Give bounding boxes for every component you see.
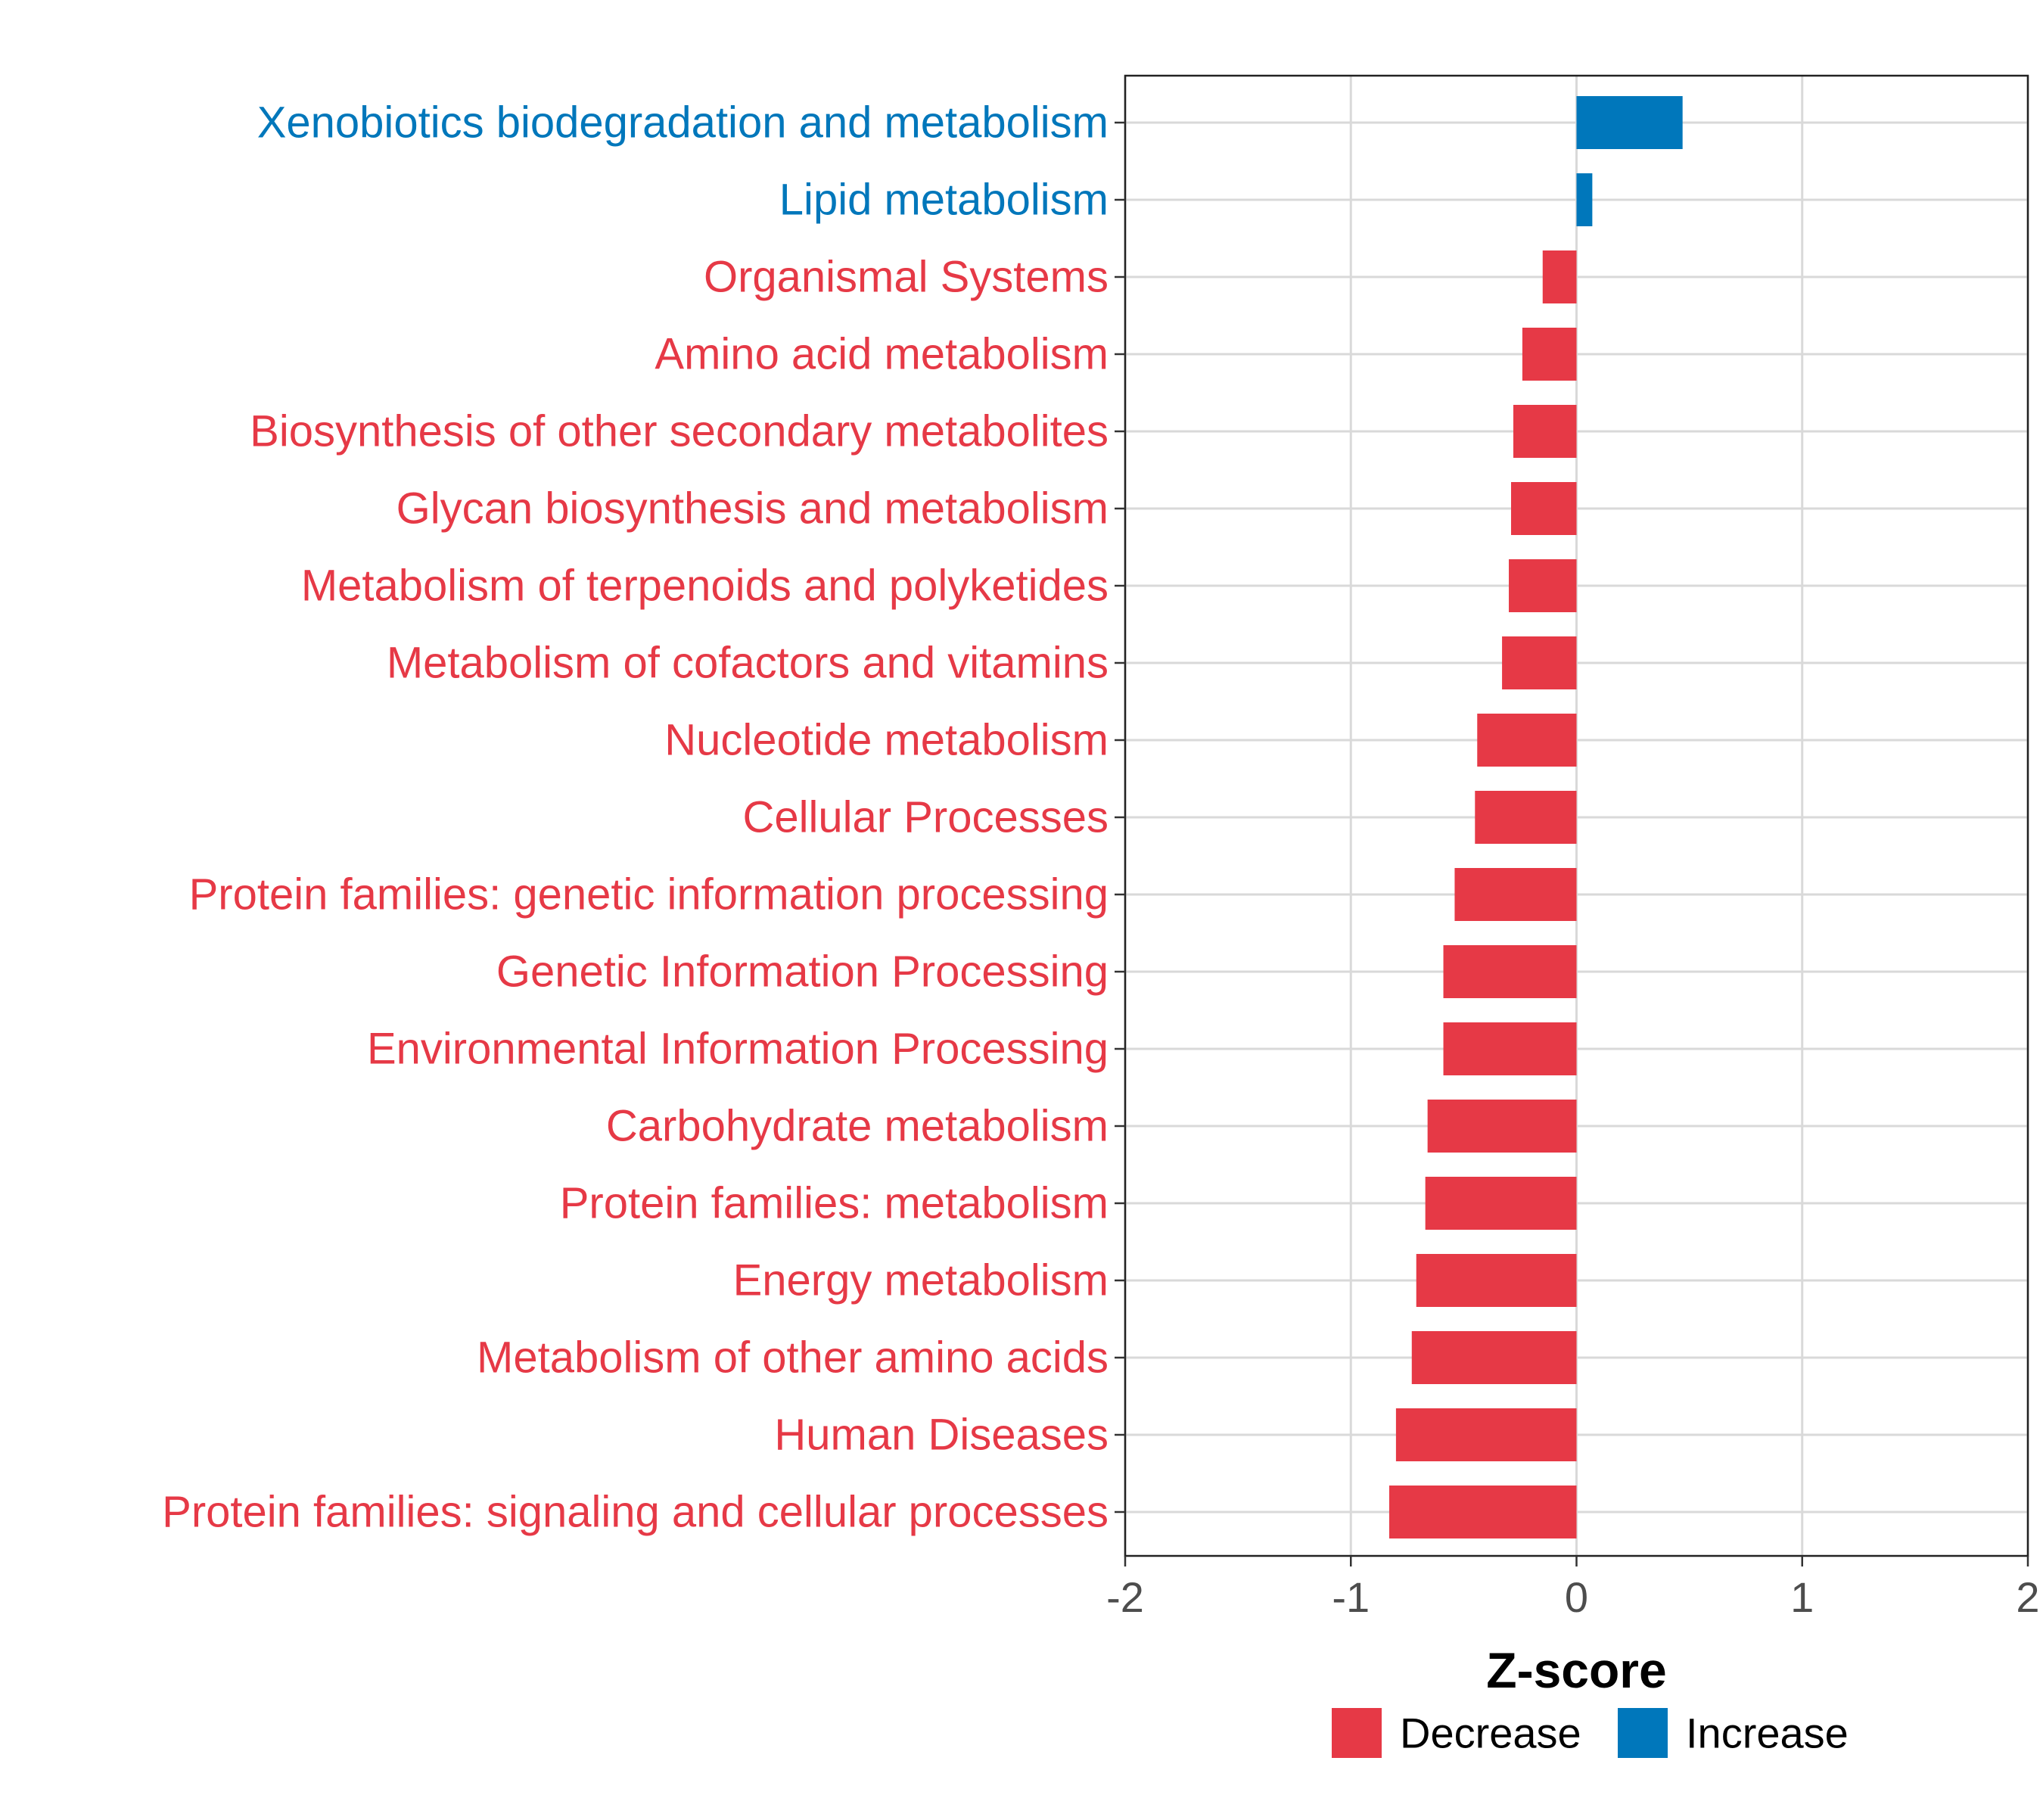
category-label-7: Metabolism of cofactors and vitamins (387, 639, 1109, 688)
bar-18 (1388, 1486, 1577, 1538)
bar-9 (1475, 791, 1577, 844)
x-tick-label-1: -1 (1332, 1573, 1370, 1621)
category-label-8: Nucleotide metabolism (664, 716, 1109, 765)
bar-3 (1522, 328, 1577, 381)
bar-14 (1425, 1177, 1577, 1230)
category-label-5: Glycan biosynthesis and metabolism (396, 484, 1109, 534)
bar-2 (1542, 250, 1577, 303)
legend-label-increase: Increase (1686, 1710, 1849, 1757)
bar-16 (1411, 1331, 1577, 1384)
x-tick-label-4: 2 (2016, 1573, 2039, 1621)
bar-4 (1513, 405, 1577, 458)
category-label-6: Metabolism of terpenoids and polyketides (301, 562, 1109, 611)
category-label-3: Amino acid metabolism (655, 330, 1109, 379)
bar-13 (1427, 1100, 1577, 1153)
x-tick-label-3: 1 (1790, 1573, 1814, 1621)
category-label-13: Carbohydrate metabolism (606, 1102, 1109, 1151)
category-label-0: Xenobiotics biodegradation and metabolis… (257, 98, 1109, 148)
category-label-1: Lipid metabolism (779, 176, 1109, 225)
bar-8 (1477, 714, 1577, 767)
bar-5 (1511, 482, 1577, 535)
bar-10 (1454, 868, 1577, 921)
x-axis-title: Z-score (1486, 1642, 1666, 1698)
bar-11 (1443, 945, 1577, 998)
legend-label-decrease: Decrease (1400, 1710, 1581, 1757)
category-label-16: Metabolism of other amino acids (477, 1333, 1109, 1383)
category-label-10: Protein families: genetic information pr… (189, 870, 1109, 919)
legend-key-decrease (1332, 1708, 1382, 1758)
category-label-18: Protein families: signaling and cellular… (162, 1488, 1109, 1537)
x-tick-label-0: -2 (1106, 1573, 1144, 1621)
bar-0 (1576, 96, 1683, 149)
bar-1 (1576, 173, 1593, 226)
category-label-9: Cellular Processes (742, 793, 1109, 842)
category-label-2: Organismal Systems (704, 253, 1109, 302)
category-label-12: Environmental Information Processing (367, 1025, 1109, 1074)
category-label-11: Genetic Information Processing (496, 947, 1109, 997)
bar-7 (1502, 636, 1577, 689)
category-label-14: Protein families: metabolism (560, 1179, 1109, 1228)
bar-6 (1509, 559, 1577, 612)
category-label-4: Biosynthesis of other secondary metaboli… (250, 407, 1109, 456)
legend-key-increase (1618, 1708, 1668, 1758)
category-label-15: Energy metabolism (733, 1256, 1109, 1305)
bar-15 (1416, 1254, 1577, 1307)
bar-17 (1395, 1408, 1577, 1461)
x-tick-label-2: 0 (1565, 1573, 1588, 1621)
bar-12 (1443, 1022, 1577, 1075)
category-label-17: Human Diseases (774, 1411, 1109, 1460)
